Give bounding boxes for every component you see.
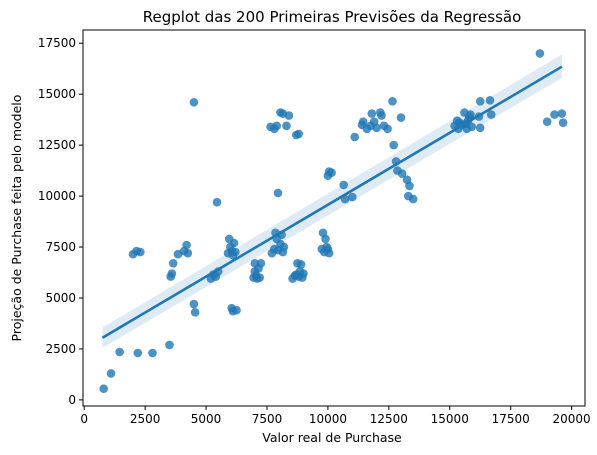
scatter-point xyxy=(148,349,157,358)
y-tick-label: 0 xyxy=(68,393,76,407)
x-tick-label: 12500 xyxy=(370,412,408,426)
x-axis-label: Valor real de Purchase xyxy=(262,430,402,445)
scatter-point xyxy=(476,97,485,106)
scatter-point xyxy=(405,182,414,191)
scatter-point xyxy=(230,239,239,248)
scatter-point xyxy=(321,235,330,244)
scatter-point xyxy=(184,249,193,258)
scatter-point xyxy=(168,269,177,278)
scatter-point xyxy=(169,259,178,268)
scatter-point xyxy=(251,259,260,268)
scatter-point xyxy=(536,49,545,58)
scatter-point xyxy=(99,384,108,393)
scatter-point xyxy=(389,141,398,150)
x-tick-label: 10000 xyxy=(309,412,347,426)
x-tick-label: 5000 xyxy=(191,412,222,426)
scatter-point xyxy=(339,181,348,190)
y-tick-label: 10000 xyxy=(38,189,76,203)
scatter-point xyxy=(255,273,264,282)
scatter-point xyxy=(377,111,386,120)
scatter-point xyxy=(297,260,306,269)
scatter-point xyxy=(272,122,281,131)
y-tick-label: 7500 xyxy=(45,240,76,254)
y-tick-label: 17500 xyxy=(38,36,76,50)
scatter-point xyxy=(397,113,406,122)
y-axis-label: Projeção de Purchase feita pelo modelo xyxy=(9,95,24,342)
scatter-point xyxy=(467,123,476,132)
scatter-point xyxy=(559,118,568,127)
scatter-point xyxy=(282,122,291,131)
scatter-point xyxy=(232,306,241,315)
x-tick-label: 2500 xyxy=(130,412,161,426)
scatter-point xyxy=(231,248,240,257)
scatter-point xyxy=(191,308,200,317)
x-tick-label: 0 xyxy=(80,412,88,426)
scatter-point xyxy=(558,109,567,118)
scatter-point xyxy=(350,133,359,142)
scatter-point xyxy=(115,348,124,357)
scatter-point xyxy=(165,341,174,350)
scatter-point xyxy=(388,97,397,106)
y-tick-label: 2500 xyxy=(45,342,76,356)
scatter-point xyxy=(280,243,289,252)
scatter-point xyxy=(486,96,495,105)
scatter-point xyxy=(299,269,308,278)
scatter-point xyxy=(476,124,485,133)
scatter-point xyxy=(372,124,381,133)
x-tick-label: 7500 xyxy=(252,412,283,426)
scatter-point xyxy=(294,130,303,139)
scatter-point xyxy=(190,300,199,309)
scatter-point xyxy=(409,195,418,204)
scatter-point xyxy=(285,111,294,120)
scatter-point xyxy=(190,98,199,107)
scatter-point xyxy=(543,117,552,126)
y-tick-label: 5000 xyxy=(45,291,76,305)
scatter-point xyxy=(107,369,116,378)
chart-title: Regplot das 200 Primeiras Previsões da R… xyxy=(143,8,522,26)
x-tick-label: 15000 xyxy=(431,412,469,426)
scatter-point xyxy=(182,241,191,250)
scatter-point xyxy=(134,349,143,358)
scatter-point xyxy=(383,125,392,134)
scatter-point xyxy=(550,110,559,119)
x-tick-label: 17500 xyxy=(492,412,530,426)
scatter-point xyxy=(325,249,334,258)
y-tick-label: 12500 xyxy=(38,138,76,152)
x-tick-label: 20000 xyxy=(553,412,591,426)
y-tick-label: 15000 xyxy=(38,87,76,101)
scatter-point xyxy=(368,109,377,118)
scatter-point xyxy=(136,248,145,257)
scatter-point xyxy=(274,189,283,198)
scatter-point xyxy=(213,198,222,207)
scatter-point xyxy=(348,193,357,202)
scatter-point xyxy=(327,168,336,177)
